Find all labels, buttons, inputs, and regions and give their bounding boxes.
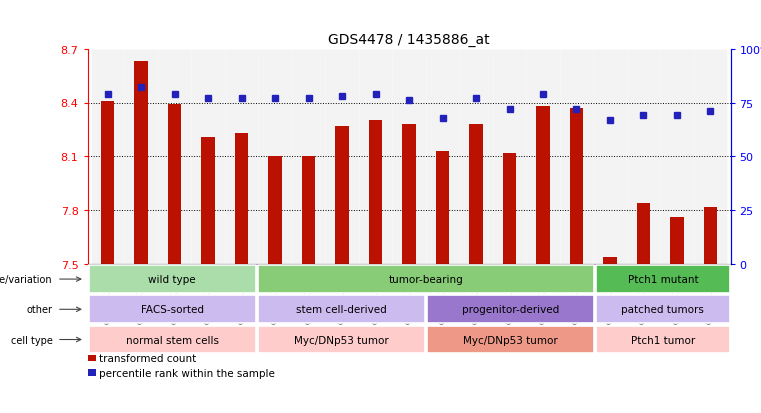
Bar [537, 107, 549, 264]
Bar [627, 50, 661, 264]
Bar [88, 355, 96, 361]
Bar [596, 266, 730, 293]
Text: wild type: wild type [148, 274, 196, 285]
Bar [503, 153, 516, 264]
Bar [670, 218, 683, 264]
Bar [158, 50, 191, 264]
Text: percentile rank within the sample: percentile rank within the sample [99, 368, 275, 378]
Bar [88, 326, 256, 354]
Bar [191, 50, 224, 264]
Bar [392, 50, 426, 264]
Bar [426, 50, 460, 264]
Bar [603, 257, 616, 264]
Bar [493, 50, 527, 264]
Bar [101, 102, 114, 264]
Text: Myc/DNp53 tumor: Myc/DNp53 tumor [294, 335, 389, 345]
Text: Ptch1 tumor: Ptch1 tumor [631, 335, 695, 345]
Bar [460, 50, 493, 264]
Bar [258, 326, 425, 354]
Bar [637, 204, 650, 264]
Text: tumor-bearing: tumor-bearing [389, 274, 463, 285]
Bar [596, 296, 730, 323]
Bar [427, 326, 594, 354]
Bar [124, 50, 158, 264]
Title: GDS4478 / 1435886_at: GDS4478 / 1435886_at [328, 33, 490, 47]
Bar [661, 50, 694, 264]
Bar [235, 134, 248, 264]
Text: Myc/DNp53 tumor: Myc/DNp53 tumor [463, 335, 558, 345]
Bar [269, 157, 282, 264]
Bar [436, 152, 449, 264]
Bar [470, 125, 482, 264]
Bar [694, 50, 728, 264]
Bar [135, 62, 148, 264]
Bar [168, 105, 181, 264]
Bar [596, 326, 730, 354]
Bar [291, 50, 325, 264]
Bar [88, 296, 256, 323]
Bar [594, 50, 627, 264]
Bar [88, 266, 256, 293]
Bar [258, 266, 594, 293]
Bar [258, 296, 425, 323]
Text: stem cell-derived: stem cell-derived [296, 304, 387, 315]
Bar [704, 207, 717, 264]
Bar [202, 137, 215, 264]
Text: progenitor-derived: progenitor-derived [462, 304, 559, 315]
Text: genotype/variation: genotype/variation [0, 274, 53, 285]
Bar [427, 296, 594, 323]
Text: Ptch1 mutant: Ptch1 mutant [628, 274, 698, 285]
Text: FACS-sorted: FACS-sorted [141, 304, 204, 315]
Bar [369, 121, 382, 264]
Text: cell type: cell type [11, 335, 53, 345]
Bar [403, 125, 416, 264]
Text: transformed count: transformed count [99, 353, 196, 363]
Text: patched tumors: patched tumors [622, 304, 705, 315]
Bar [224, 50, 258, 264]
Bar [560, 50, 594, 264]
Text: other: other [27, 304, 53, 315]
Text: normal stem cells: normal stem cells [126, 335, 218, 345]
Bar [527, 50, 560, 264]
Bar [358, 50, 392, 264]
Bar [302, 157, 315, 264]
Bar [258, 50, 291, 264]
Bar [570, 109, 583, 264]
Bar [336, 126, 349, 264]
Bar [88, 370, 96, 376]
Bar [91, 50, 124, 264]
Bar [325, 50, 358, 264]
